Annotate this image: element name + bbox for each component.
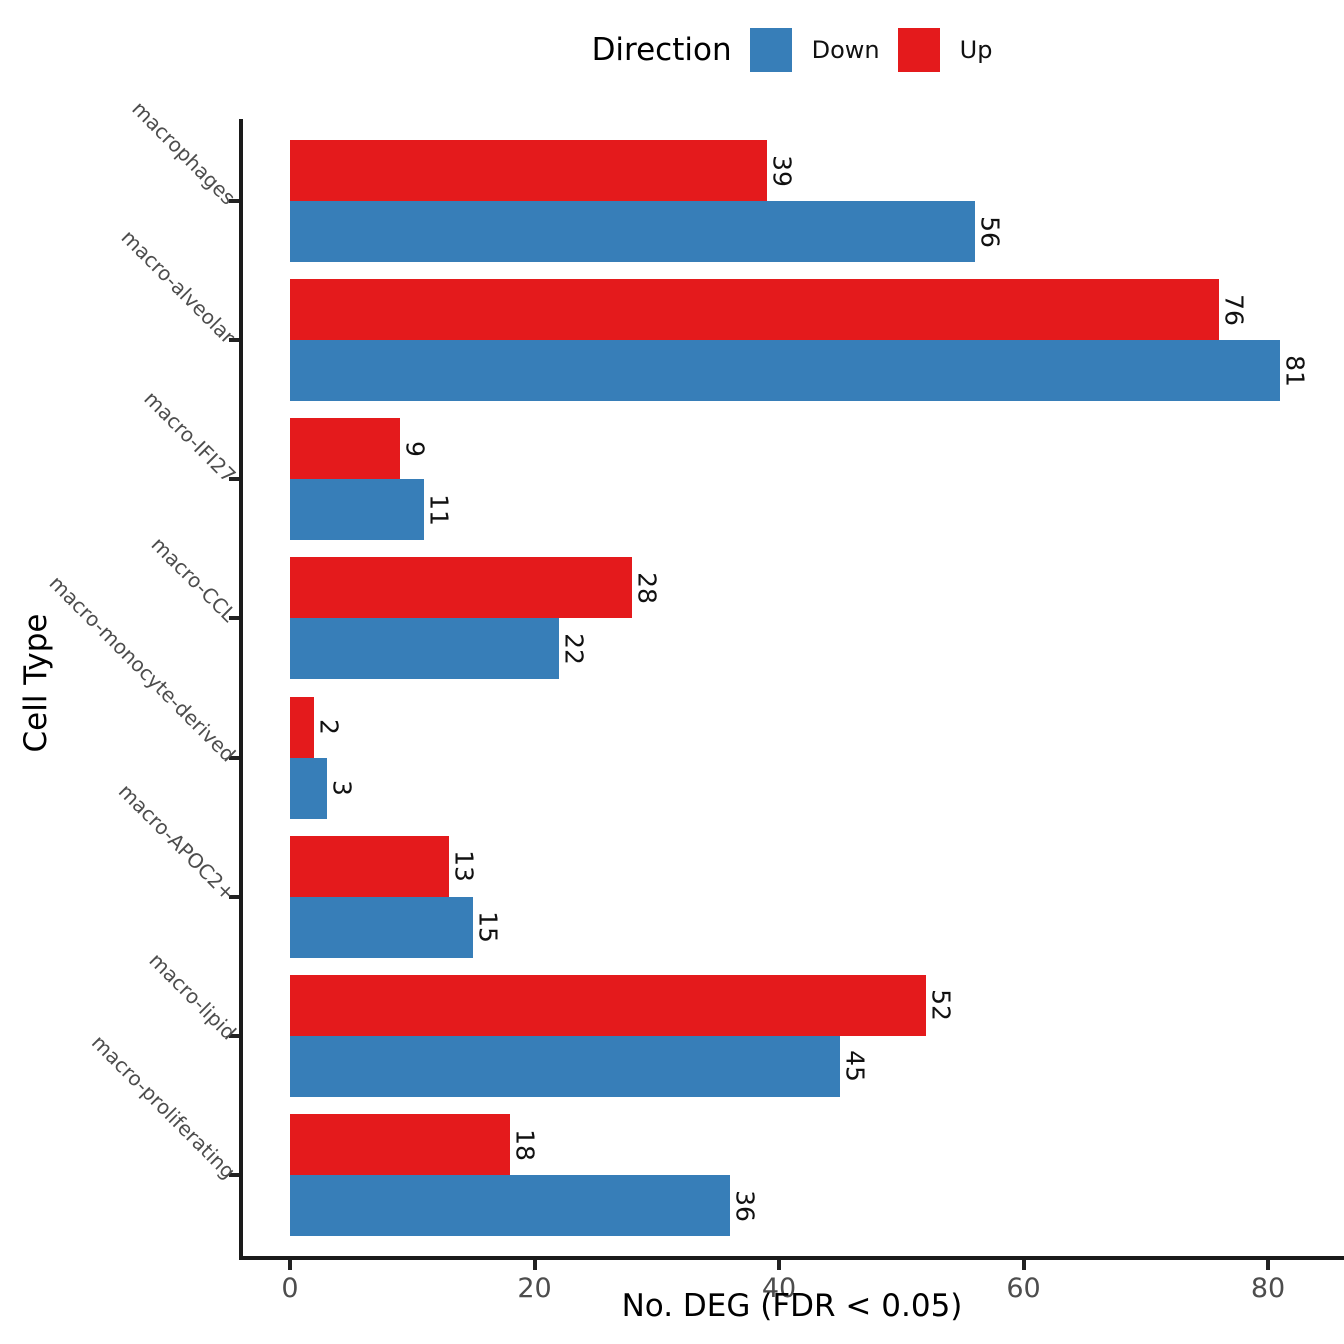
bar-value-label: 18 (510, 1128, 540, 1161)
legend: Direction Down Up (240, 24, 1344, 76)
x-tick-mark (1021, 1260, 1026, 1270)
x-tick-label: 80 (1250, 1273, 1286, 1304)
bar-up (290, 835, 449, 897)
bar-up (290, 974, 926, 1036)
bar-value-label: 3 (327, 780, 357, 797)
bar-value-label: 15 (473, 911, 503, 944)
legend-title: Direction (591, 32, 732, 68)
bar-value-label: 45 (840, 1050, 870, 1083)
bar-value-label: 36 (730, 1189, 760, 1222)
bar-down (290, 896, 474, 958)
bar-value-label: 56 (975, 215, 1005, 248)
y-tick-mark (229, 199, 239, 203)
y-tick-label: macrophages (127, 96, 241, 210)
bar-value-label: 39 (767, 154, 797, 187)
up-color-swatch (897, 28, 940, 72)
bar-up (290, 140, 767, 201)
x-tick-label: 40 (761, 1273, 797, 1304)
bar-down (290, 340, 1281, 402)
y-tick-mark (229, 477, 239, 482)
legend-label-down: Down (811, 36, 880, 64)
x-tick-mark (1266, 1260, 1270, 1270)
bar-down (290, 1035, 841, 1097)
y-tick-mark (229, 894, 239, 899)
y-tick-label: macro-APOC2+ (114, 778, 241, 906)
y-tick-mark (229, 1173, 239, 1178)
y-tick-label: macro-IFI27 (139, 386, 241, 488)
bar-down (290, 757, 327, 819)
down-color-swatch (749, 28, 792, 72)
bar-up (290, 279, 1220, 341)
x-tick-label: 60 (1006, 1273, 1041, 1304)
bar-up (290, 557, 633, 619)
y-tick-mark (229, 755, 239, 760)
bar-value-label: 52 (926, 989, 956, 1022)
y-tick-mark (229, 616, 239, 621)
x-tick-label: 0 (281, 1273, 299, 1304)
y-tick-label: macro-proliferating (87, 1030, 241, 1184)
y-axis-title: Cell Type (18, 613, 54, 753)
bar-value-label: 22 (559, 633, 589, 665)
y-tick-label: macro-lipid (144, 947, 241, 1045)
bar-down (290, 618, 559, 680)
bar-value-label: 11 (424, 493, 454, 526)
y-axis-line (239, 119, 243, 1260)
legend-label-up: Up (959, 36, 993, 64)
bar-down (290, 201, 975, 262)
y-tick-label: macro-alveolar (117, 225, 241, 349)
y-tick-mark (229, 1033, 239, 1038)
legend-item-down: Down (749, 28, 880, 72)
y-tick-label: macro-CCL (146, 532, 241, 627)
bar-value-label: 81 (1280, 354, 1310, 387)
legend-item-up: Up (897, 28, 993, 72)
bar-value-label: 13 (449, 850, 479, 883)
bar-up (290, 418, 401, 480)
y-tick-mark (229, 338, 239, 343)
bar-down (290, 479, 425, 541)
x-axis-line (239, 1256, 1344, 1260)
bar-up (290, 696, 315, 758)
x-tick-mark (288, 1260, 292, 1270)
bar-up (290, 1114, 511, 1176)
bar-value-label: 28 (632, 572, 662, 604)
bar-value-label: 76 (1219, 293, 1249, 326)
bar-down (290, 1175, 731, 1237)
bar-value-label: 2 (314, 719, 344, 736)
x-tick-label: 20 (517, 1273, 552, 1304)
x-tick-mark (532, 1260, 537, 1270)
x-axis-title: No. DEG (FDR < 0.05) (621, 1288, 963, 1324)
bar-value-label: 9 (400, 440, 430, 457)
x-tick-mark (777, 1260, 781, 1270)
